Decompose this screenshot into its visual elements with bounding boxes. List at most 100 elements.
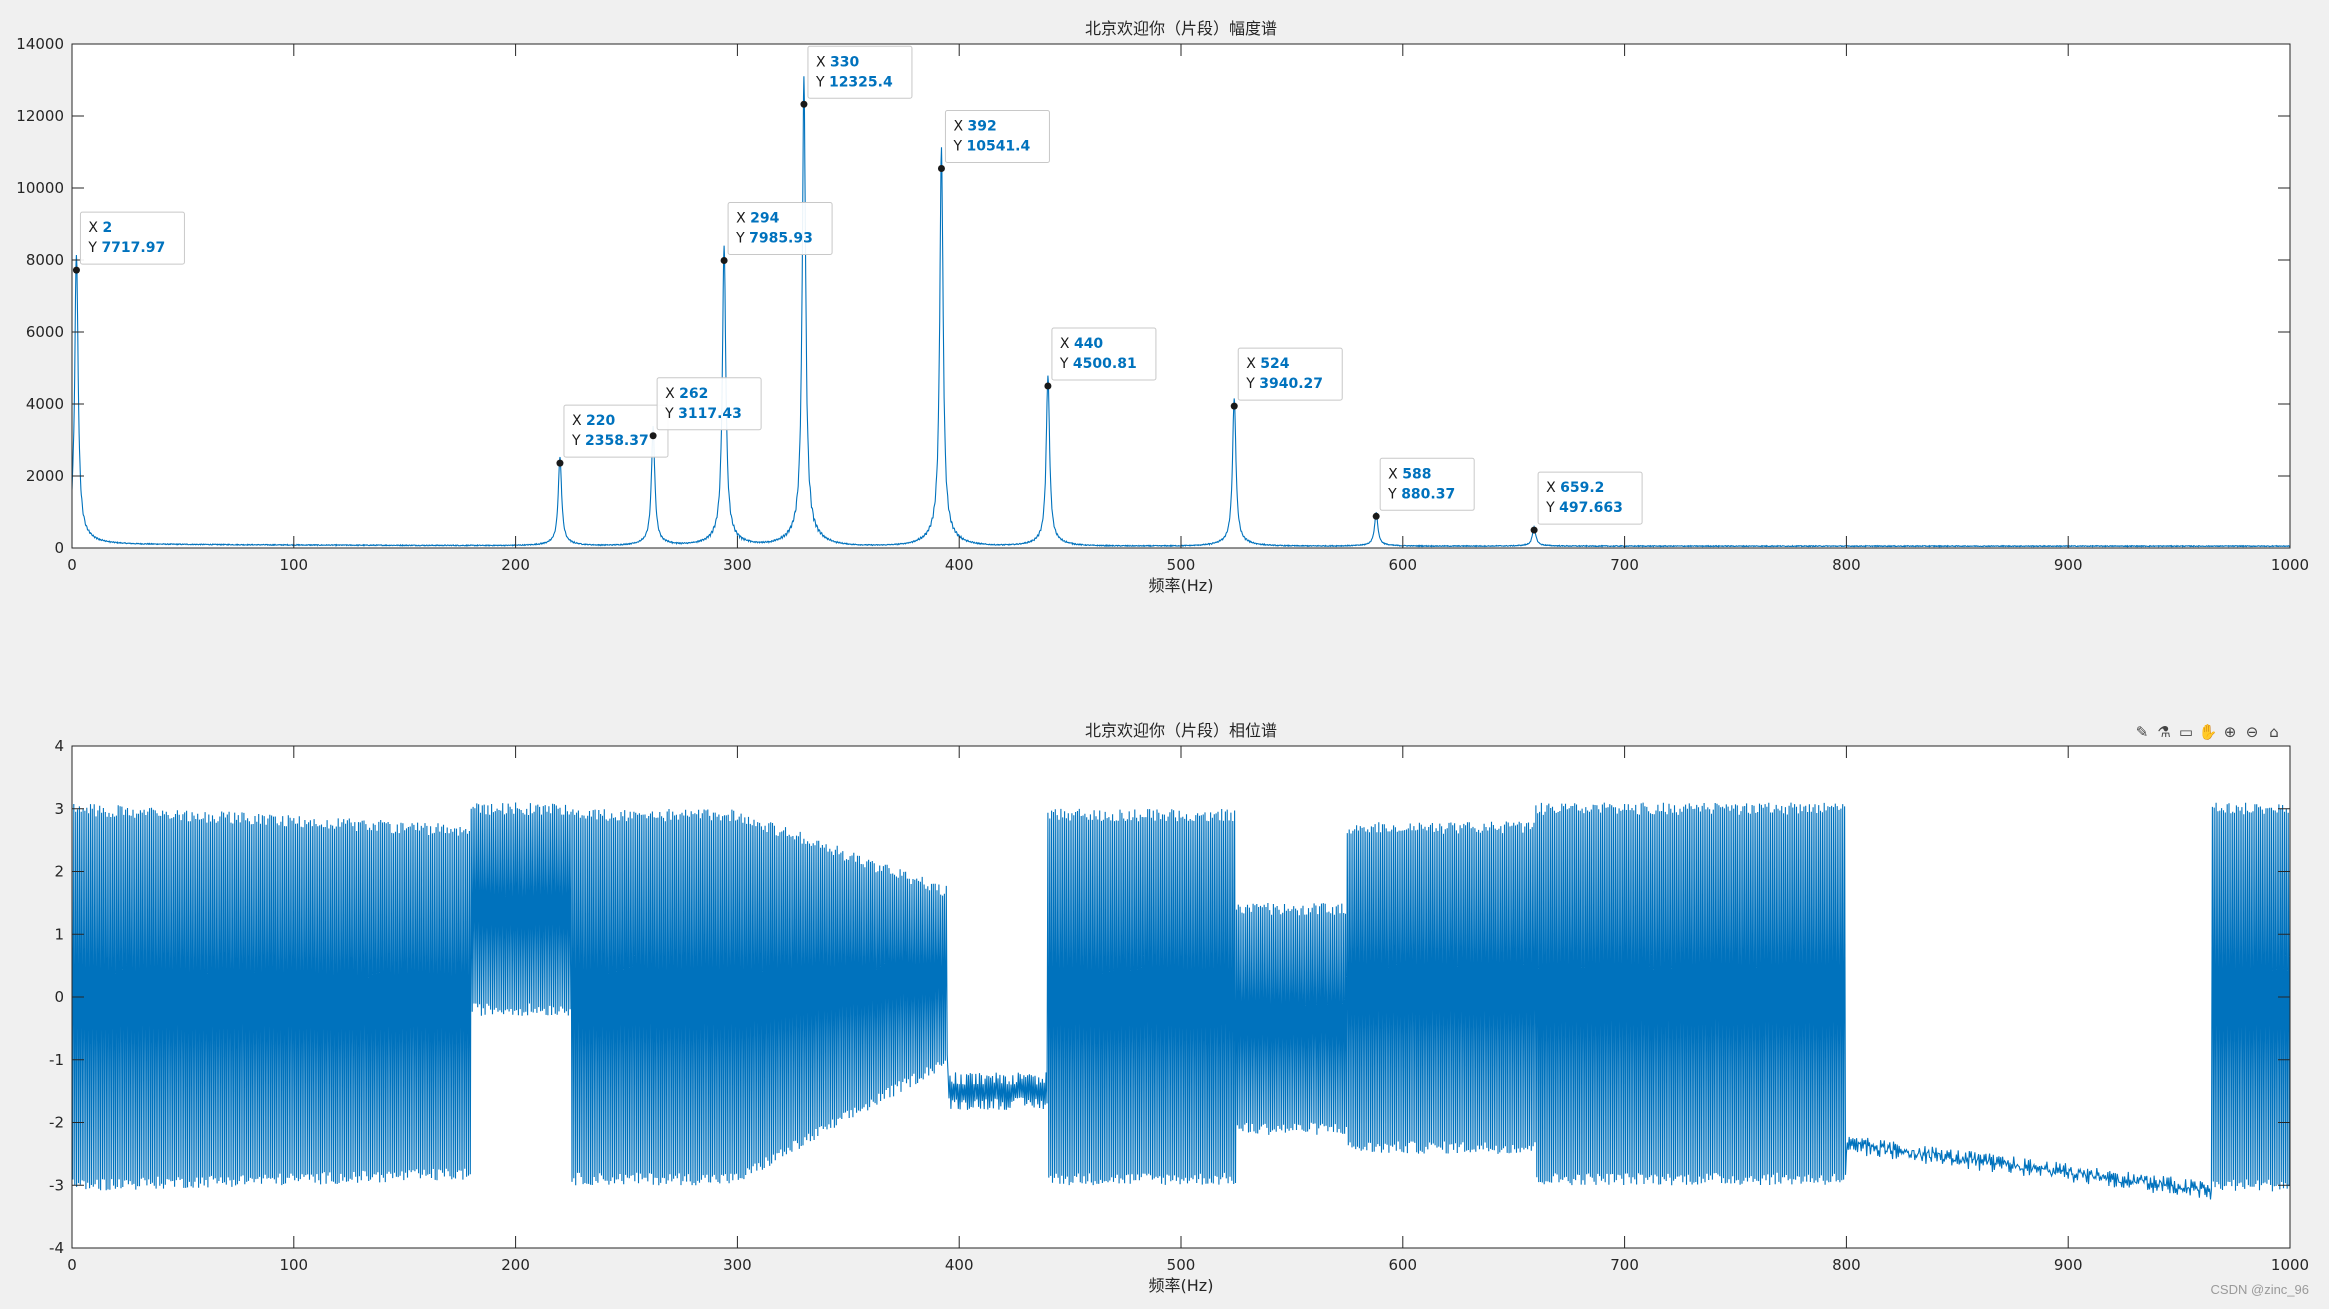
- axes-toolbar: ✎ ⚗ ▭ ✋ ⊕ ⊖ ⌂: [2132, 722, 2292, 742]
- datatip-x: X 440: [1060, 336, 1104, 352]
- x-tick-label: 300: [723, 556, 752, 574]
- datatip-x-value: 524: [1260, 356, 1289, 372]
- zoom-out-icon[interactable]: ⊖: [2245, 723, 2259, 741]
- datatip[interactable]: X 330 Y 12325.4: [800, 45, 913, 108]
- datatip-y-label: Y: [664, 406, 678, 422]
- datatip-marker: [1530, 526, 1538, 534]
- datatip-y-value: 497.663: [1559, 500, 1623, 516]
- datatip-box: [1537, 471, 1643, 525]
- watermark: CSDN @zinc_96: [2210, 1282, 2309, 1297]
- datatip-x-value: 659.2: [1560, 480, 1604, 496]
- x-tick-label: 800: [1832, 1256, 1861, 1274]
- datatip-marker: [937, 165, 945, 173]
- datatip-y: Y 880.37: [1387, 486, 1455, 502]
- datatip-y: Y 7717.97: [87, 240, 165, 256]
- datatip-x-label: X: [953, 119, 967, 135]
- datatip-y-label: Y: [571, 433, 585, 449]
- y-tick-label: -3: [49, 1176, 64, 1194]
- datatip-y: Y 10541.4: [952, 139, 1030, 155]
- y-tick-label: 2: [54, 863, 64, 881]
- datatip-x-value: 2: [102, 220, 112, 236]
- datatip-x-label: X: [816, 54, 830, 70]
- datatip-box: [656, 377, 762, 431]
- axes-phase: 0 100 200 300 400 500 600 700 800 900 1000 -4 -3 -2 -1…: [49, 721, 2309, 1295]
- x-tick-label: 500: [1167, 556, 1196, 574]
- datatip-y-value: 4500.81: [1073, 356, 1137, 372]
- plot-area[interactable]: [72, 44, 2290, 548]
- zoom-in-icon[interactable]: ⊕: [2223, 723, 2237, 741]
- datatip-x-value: 262: [679, 386, 708, 402]
- datatip-y-value: 10541.4: [966, 139, 1030, 155]
- datatip-y: Y 3940.27: [1245, 376, 1323, 392]
- datatip-x: X 524: [1246, 356, 1290, 372]
- chart-title: 北京欢迎你（片段）相位谱: [1085, 721, 1277, 740]
- x-tick-label: 600: [1388, 1256, 1417, 1274]
- datatip-y: Y 7985.93: [735, 231, 813, 247]
- datatip[interactable]: X 524 Y 3940.27: [1230, 347, 1343, 410]
- brush-icon[interactable]: ✎: [2135, 723, 2149, 741]
- datatip-x-label: X: [88, 220, 102, 236]
- datatip-x: X 659.2: [1546, 480, 1604, 496]
- datatip[interactable]: X 392 Y 10541.4: [937, 110, 1050, 173]
- datatip-y-label: Y: [87, 240, 101, 256]
- datatip[interactable]: X 220 Y 2358.37: [556, 404, 669, 467]
- datatip-marker: [556, 459, 564, 467]
- datatip-y-label: Y: [815, 74, 829, 90]
- x-tick-label: 0: [67, 556, 77, 574]
- datatip-x-label: X: [1060, 336, 1074, 352]
- datatip-x-value: 440: [1074, 336, 1103, 352]
- datatip-y-value: 7985.93: [749, 231, 813, 247]
- y-tick-label: 4: [54, 737, 64, 755]
- datatip-y-label: Y: [952, 139, 966, 155]
- datatip[interactable]: X 659.2 Y 497.663: [1530, 471, 1643, 534]
- datatip-x: X 2: [88, 220, 112, 236]
- datatip-y-label: Y: [735, 231, 749, 247]
- datatip[interactable]: X 588 Y 880.37: [1372, 457, 1475, 520]
- x-tick-label: 1000: [2271, 1256, 2309, 1274]
- y-tick-label: 6000: [26, 323, 64, 341]
- datatip-y: Y 12325.4: [815, 74, 893, 90]
- datatip-marker: [1230, 402, 1238, 410]
- axes-magnitude: 0 100 200 300 400 500 600 700 800 900 100002000400…: [16, 19, 2309, 595]
- y-tick-label: 0: [54, 539, 64, 557]
- datatip-y-value: 7717.97: [101, 240, 165, 256]
- datatip-y-value: 2358.37: [585, 433, 649, 449]
- x-tick-label: 800: [1832, 556, 1861, 574]
- datatip-box: [79, 211, 185, 265]
- datatip-x: X 220: [572, 413, 616, 429]
- y-tick-label: 8000: [26, 251, 64, 269]
- datatip-y-value: 12325.4: [829, 74, 893, 90]
- pan-icon[interactable]: ✋: [2198, 723, 2218, 741]
- datatip-y-label: Y: [1245, 376, 1259, 392]
- y-tick-label: 12000: [16, 107, 64, 125]
- datatip-y-label: Y: [1545, 500, 1559, 516]
- datatip-marker: [800, 100, 808, 108]
- datatip-y-value: 880.37: [1401, 486, 1455, 502]
- home-icon[interactable]: ⌂: [2269, 723, 2279, 741]
- x-tick-label: 400: [945, 556, 974, 574]
- data-tip-icon[interactable]: ⚗: [2157, 723, 2171, 741]
- datatip-marker: [72, 266, 80, 274]
- datatip-x-label: X: [736, 211, 750, 227]
- x-tick-label: 900: [2054, 556, 2083, 574]
- datatip-marker: [720, 257, 728, 265]
- datatip-box: [1237, 347, 1343, 401]
- datatip-box: [1379, 457, 1475, 511]
- datatip-x: X 588: [1388, 466, 1431, 482]
- x-axis-label: 频率(Hz): [1149, 1276, 1214, 1295]
- datatip-y: Y 2358.37: [571, 433, 649, 449]
- x-tick-label: 200: [501, 556, 530, 574]
- series-line: [72, 802, 2290, 1200]
- datatip-x-label: X: [572, 413, 586, 429]
- datatip-box: [944, 110, 1050, 164]
- export-icon[interactable]: ▭: [2178, 723, 2194, 741]
- datatip-x: X 330: [816, 54, 860, 70]
- datatip-x: X 392: [953, 119, 996, 135]
- datatip-x-label: X: [1388, 466, 1402, 482]
- y-tick-label: 2000: [26, 467, 64, 485]
- datatip[interactable]: X 2Y 7717.97: [72, 211, 185, 274]
